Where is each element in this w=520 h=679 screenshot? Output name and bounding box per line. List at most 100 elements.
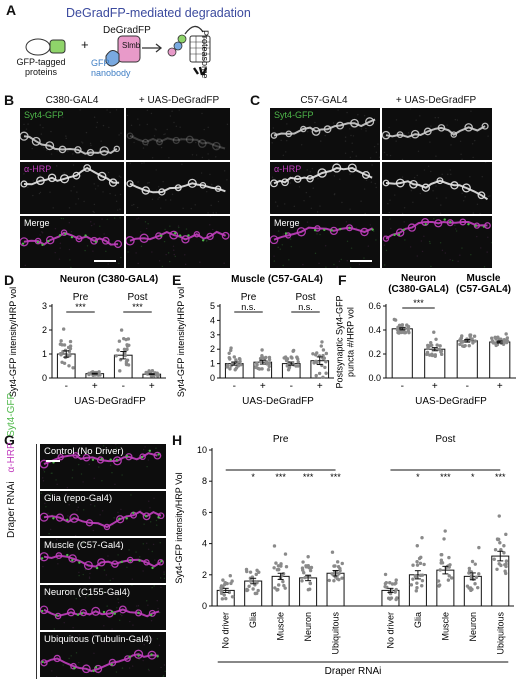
data-point — [443, 529, 447, 533]
micrograph-image — [382, 217, 492, 268]
data-point — [239, 363, 243, 367]
data-point — [321, 375, 325, 379]
panel-label-d: D — [4, 272, 15, 288]
data-point — [308, 581, 313, 586]
chart-h: 0 2 4 6 8 10 Syt4-GFP intensity/HRP Vol No driv… — [174, 434, 514, 677]
data-point — [114, 354, 118, 358]
tile-genotype-label: Neuron (C155-Gal4) — [44, 587, 131, 598]
data-point — [220, 597, 225, 601]
x-axis-label: UAS-DeGradFP — [415, 396, 487, 407]
data-point — [308, 568, 313, 573]
draper-rnai-side-label: Draper RNAi α-HRP Syt4-GFP — [6, 393, 17, 538]
category-label: - — [466, 381, 469, 392]
y-axis-label: Syt4-GFP intensity/HRP vol — [8, 287, 18, 397]
data-point — [426, 346, 430, 351]
micrograph-image — [270, 109, 380, 159]
micrograph-image — [40, 492, 165, 536]
data-point — [504, 571, 508, 576]
panel-b-col1-title: C380-GAL4 — [45, 95, 99, 106]
data-point — [446, 578, 451, 582]
micrograph-tile: Syt4-GFP — [20, 108, 124, 160]
data-point — [273, 586, 277, 590]
data-point — [233, 368, 237, 372]
data-point — [228, 367, 232, 371]
data-point — [272, 544, 277, 548]
category-label: - — [122, 381, 125, 392]
data-point — [415, 581, 419, 585]
panel-b-col2-title: + UAS-DeGradFP — [138, 95, 220, 106]
degradfp-label: DeGradFP — [103, 25, 151, 36]
data-point — [151, 374, 156, 378]
data-point — [124, 362, 129, 367]
data-point — [267, 355, 272, 360]
y-tick-label: 8 — [202, 476, 207, 486]
data-point — [399, 330, 404, 335]
data-point — [223, 580, 227, 585]
data-point — [333, 564, 337, 568]
data-point — [66, 345, 71, 350]
draper-bracket-line — [36, 444, 37, 679]
data-point — [390, 582, 395, 586]
data-point — [58, 342, 63, 346]
data-point — [123, 351, 127, 356]
data-point — [61, 327, 66, 331]
category-label: No driver — [221, 612, 231, 649]
data-point — [439, 553, 443, 557]
data-point — [447, 574, 451, 578]
data-point — [263, 356, 267, 361]
data-point — [230, 595, 235, 599]
micrograph-tile: Syt4-GFP — [270, 108, 380, 160]
data-point — [255, 568, 259, 573]
data-point — [438, 344, 442, 348]
micrograph-image — [126, 162, 228, 214]
micrograph-image — [382, 108, 489, 160]
data-point — [467, 344, 471, 348]
data-point — [493, 335, 497, 340]
y-tick-label: 2 — [210, 344, 215, 354]
data-point — [260, 348, 264, 352]
data-point — [411, 577, 415, 581]
data-point — [420, 584, 424, 588]
bar — [456, 340, 478, 379]
y-tick-label: 0.6 — [368, 301, 381, 311]
data-point — [505, 336, 510, 340]
proteasome-label: Proteasome — [200, 30, 210, 79]
data-point — [418, 561, 423, 566]
data-point — [67, 364, 71, 368]
category-label: Neuron — [303, 612, 313, 642]
data-point — [236, 364, 240, 368]
data-point — [247, 584, 251, 588]
y-tick-label: 0.2 — [368, 349, 381, 359]
data-point — [436, 579, 441, 583]
data-point — [127, 343, 131, 347]
data-point — [91, 370, 95, 374]
significance-label: *** — [413, 298, 424, 308]
data-point — [492, 557, 496, 561]
data-point — [405, 323, 409, 327]
data-point — [383, 572, 388, 577]
gfp-nanobody-label: GFP nanobody — [91, 58, 131, 78]
data-point — [300, 566, 305, 570]
data-point — [321, 348, 326, 352]
category-label: Muscle — [440, 612, 450, 641]
data-point — [502, 544, 506, 548]
y-axis-label: Syt4-GFP intensity/HRP Vol — [174, 472, 184, 583]
data-point — [447, 555, 451, 560]
data-point — [430, 343, 434, 348]
data-point — [340, 561, 344, 566]
data-point — [460, 340, 465, 344]
data-point — [448, 563, 452, 567]
data-point — [254, 572, 258, 577]
data-point — [409, 583, 414, 587]
x-axis-label: UAS-DeGradFP — [74, 396, 146, 407]
data-point — [337, 577, 341, 582]
data-point — [389, 596, 394, 600]
y-tick-label: 1 — [42, 349, 47, 359]
scale-bar — [94, 260, 116, 262]
group-label: Pre — [241, 292, 257, 303]
data-point — [495, 342, 500, 347]
data-point — [97, 372, 102, 377]
data-point — [221, 578, 225, 582]
data-point — [332, 579, 336, 583]
data-point — [438, 568, 442, 572]
